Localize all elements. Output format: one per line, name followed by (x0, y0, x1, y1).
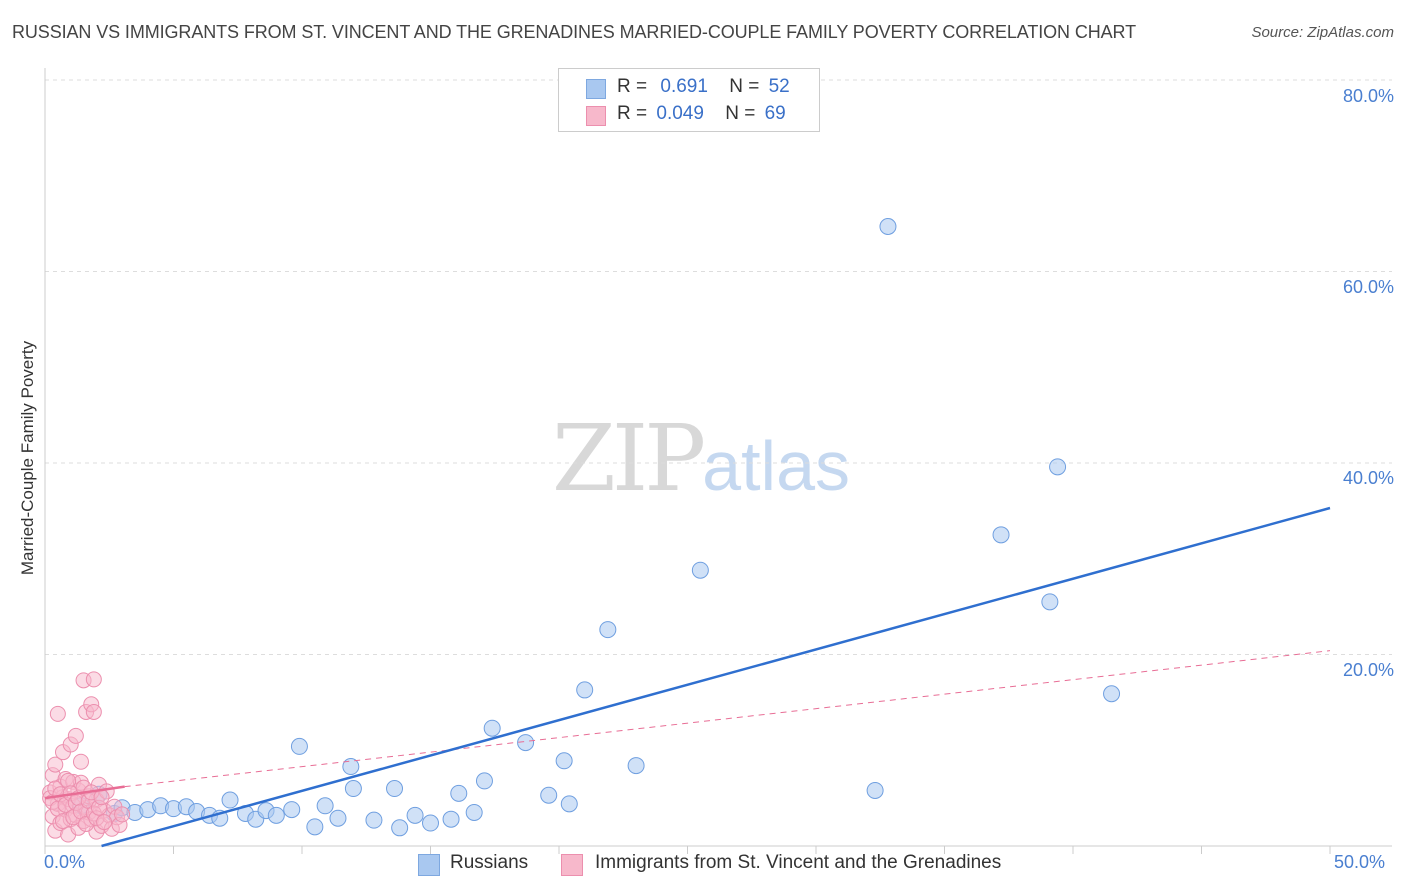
y-tick-label: 60.0% (1342, 277, 1394, 297)
russians-point (329, 809, 347, 827)
russians-point (450, 784, 468, 802)
russians-point (465, 803, 483, 821)
legend-swatch-immigrants (561, 854, 583, 876)
russians-point (344, 780, 362, 798)
y-tick-label: 20.0% (1342, 660, 1394, 680)
russians-point (879, 217, 897, 235)
legend-swatch-pink (586, 106, 606, 126)
legend-r-value: 0.691 (660, 76, 708, 97)
chart-source: Source: ZipAtlas.com (1251, 24, 1394, 41)
legend-label-immigrants: Immigrants from St. Vincent and the Gren… (595, 852, 1002, 873)
immigrants-point (85, 703, 102, 720)
russians-point (560, 795, 578, 813)
russians-point (555, 752, 573, 770)
y-tick-label: 40.0% (1342, 468, 1394, 488)
russians-point (290, 737, 308, 755)
russians-point (442, 810, 460, 828)
russians-point (221, 791, 239, 809)
russians-point (342, 758, 360, 776)
stats-legend: R = 0.691 N = 52 R = 0.049 N = 69 (558, 68, 820, 132)
russians-point (866, 781, 884, 799)
immigrants-point (114, 806, 131, 823)
y-tick-label: 80.0% (1342, 86, 1394, 106)
russians-point (1049, 458, 1067, 476)
trend-layer (44, 506, 1331, 848)
y-axis-label: Married-Couple Family Poverty (18, 340, 37, 576)
russians-trend-line (101, 506, 1331, 848)
legend-item-russians: Russians (418, 852, 529, 876)
immigrants-point (85, 671, 102, 688)
russians-point (475, 772, 493, 790)
x-tick-label: 0.0% (44, 852, 86, 872)
legend-swatch-russians (418, 854, 440, 876)
legend-row-immigrants: R = 0.049 N = 69 (586, 103, 786, 126)
immigrants-trend-solid (44, 785, 125, 800)
immigrants-point (47, 756, 64, 773)
legend-r-label: R = (617, 76, 648, 97)
immigrants-point (67, 727, 84, 744)
legend-label-russians: Russians (450, 852, 529, 873)
russians-point (306, 818, 324, 836)
immigrants-points (42, 671, 131, 843)
russians-point (422, 814, 439, 832)
legend-swatch-blue (586, 79, 606, 99)
legend-n-value: 52 (768, 76, 790, 97)
legend-n-label: N = (725, 103, 756, 124)
russians-points (72, 217, 1121, 837)
russians-point (576, 681, 594, 699)
legend-n-value: 69 (764, 103, 786, 124)
watermark-atlas: atlas (702, 427, 851, 505)
immigrants-point (72, 753, 89, 770)
russians-point (1103, 685, 1121, 703)
watermark: ZIPatlas (552, 405, 850, 512)
watermark-zip: ZIP (552, 405, 706, 512)
russians-point (691, 561, 709, 579)
russians-point (599, 621, 617, 639)
immigrants-point (49, 705, 66, 722)
russians-point (283, 801, 301, 819)
immigrants-point (96, 814, 113, 831)
russians-point (627, 757, 645, 775)
russians-point (540, 786, 558, 804)
legend-n-label: N = (729, 76, 760, 97)
russians-point (267, 806, 285, 824)
russians-point (391, 819, 409, 837)
grid-layer (45, 79, 1392, 655)
immigrants-trend-dashed (124, 650, 1331, 788)
legend-row-russians: R = 0.691 N = 52 (586, 76, 790, 99)
russians-point (483, 719, 501, 737)
legend-r-value: 0.049 (656, 103, 704, 124)
russians-point (992, 526, 1010, 544)
x-tick-label: 50.0% (1334, 852, 1386, 872)
russians-point (386, 780, 404, 798)
russians-point (365, 811, 383, 829)
russians-point (316, 797, 334, 815)
russians-point (406, 806, 424, 824)
legend-item-immigrants: Immigrants from St. Vincent and the Gren… (561, 852, 1002, 876)
russians-point (517, 734, 535, 752)
legend-r-label: R = (617, 103, 648, 124)
axis-layer (44, 68, 1392, 854)
chart-title: RUSSIAN VS IMMIGRANTS FROM ST. VINCENT A… (12, 22, 1137, 42)
russians-point (1041, 593, 1059, 611)
